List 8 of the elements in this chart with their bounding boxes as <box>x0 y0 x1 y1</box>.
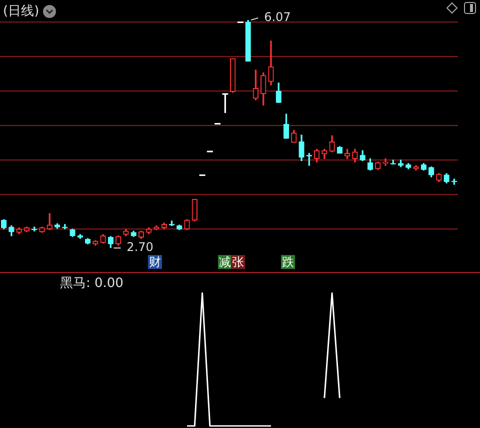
text: 张 <box>231 255 245 269</box>
text: 财 <box>148 255 162 269</box>
chart-title: 黑马: 0.00 <box>60 275 124 292</box>
annotation: 2.70 <box>126 240 154 254</box>
text: 跌 <box>281 255 295 269</box>
text: 减 <box>218 255 232 269</box>
annotation: 6.07 <box>264 10 291 24</box>
chart-title: (日线) <box>3 3 40 20</box>
